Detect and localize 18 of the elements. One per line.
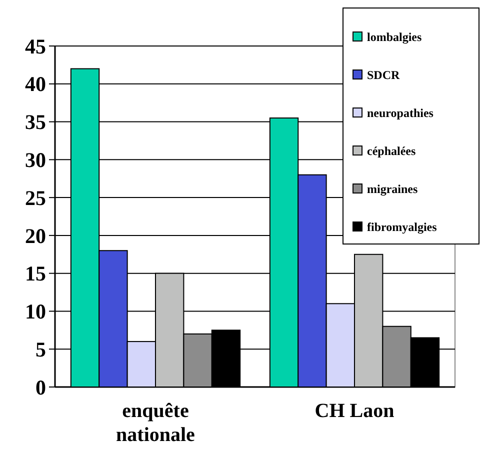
legend-label: fibromyalgies (367, 220, 438, 234)
y-tick-label: 20 (25, 224, 46, 248)
y-tick-label: 10 (25, 300, 46, 324)
legend-label: céphalées (367, 144, 416, 158)
y-tick-label: 45 (25, 34, 46, 58)
x-tick-label: CH Laon (314, 400, 394, 422)
y-tick-label: 15 (25, 262, 46, 286)
y-tick-label: 40 (25, 72, 46, 96)
y-tick-label: 25 (25, 186, 46, 210)
legend-label: SDCR (367, 68, 400, 82)
y-tick-label: 0 (36, 375, 46, 400)
legend-label: neuropathies (367, 106, 434, 120)
y-tick-label: 35 (25, 110, 46, 134)
y-tick-label: 5 (36, 337, 46, 362)
legend-label: migraines (367, 182, 418, 196)
x-tick-label: enquête nationale (116, 400, 196, 446)
y-tick-label: 30 (25, 148, 46, 172)
legend-label: lombalgies (367, 30, 422, 44)
